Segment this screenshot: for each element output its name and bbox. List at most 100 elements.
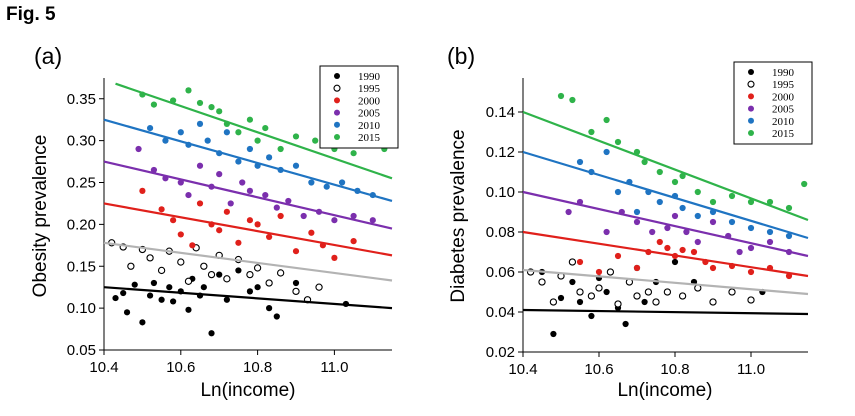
legend-marker-2005 xyxy=(334,109,340,116)
trend-line-2005 xyxy=(522,190,809,258)
x-tick-label: 10.4 xyxy=(89,359,118,376)
data-point-1990 xyxy=(170,298,177,305)
data-point-2005 xyxy=(331,217,338,224)
data-point-1995 xyxy=(315,283,323,291)
data-point-1990 xyxy=(150,279,158,287)
data-point-2005 xyxy=(603,228,610,236)
y-tick-label: 0.14 xyxy=(486,104,515,121)
data-point-1990 xyxy=(292,279,300,287)
data-point-2010 xyxy=(146,124,154,132)
data-point-1995 xyxy=(184,277,193,285)
trend-line-2005 xyxy=(103,160,393,230)
data-point-1995 xyxy=(538,278,546,286)
legend-marker-2015 xyxy=(748,130,754,136)
data-point-1995 xyxy=(606,268,615,276)
data-point-2010 xyxy=(747,224,755,232)
data-point-2015 xyxy=(185,87,192,94)
data-point-1990 xyxy=(139,319,146,326)
data-point-1995 xyxy=(587,292,596,300)
data-point-2000 xyxy=(235,239,242,246)
data-point-2010 xyxy=(223,129,230,136)
data-point-2010 xyxy=(292,162,300,169)
data-point-2015 xyxy=(262,124,269,132)
data-point-1990 xyxy=(223,296,230,303)
data-point-2000 xyxy=(331,254,338,261)
legend-label-2010: 2010 xyxy=(358,120,381,132)
figure-label: Fig. 5 xyxy=(6,4,56,25)
data-point-2010 xyxy=(196,120,204,127)
data-point-1995 xyxy=(652,298,660,306)
legend-label-2005: 2005 xyxy=(358,108,381,120)
data-point-2000 xyxy=(576,258,584,266)
data-point-1990 xyxy=(185,306,192,313)
data-point-1995 xyxy=(157,266,166,275)
data-point-2015 xyxy=(785,204,793,212)
legend-marker-2015 xyxy=(334,134,340,140)
x-tick-label: 10.6 xyxy=(584,361,613,378)
data-point-2015 xyxy=(216,108,223,115)
legend-box xyxy=(319,65,399,149)
y-tick-label: 0.20 xyxy=(67,216,96,233)
data-point-2005 xyxy=(694,238,701,246)
data-point-1995 xyxy=(595,284,603,292)
legend-marker-2010 xyxy=(748,117,754,124)
legend-label-1995: 1995 xyxy=(772,79,795,91)
panel-letter: (b) xyxy=(447,43,475,69)
legend-marker-1990 xyxy=(334,73,340,79)
data-point-2005 xyxy=(350,212,357,220)
data-point-1995 xyxy=(728,288,736,296)
x-tick-label: 10.8 xyxy=(660,361,689,378)
data-point-2015 xyxy=(277,145,284,153)
data-point-1995 xyxy=(200,262,208,270)
data-point-1995 xyxy=(709,298,717,306)
data-point-1995 xyxy=(614,300,622,308)
data-point-2015 xyxy=(656,168,663,176)
legend-marker-2010 xyxy=(334,121,340,128)
data-point-1990 xyxy=(208,330,215,337)
data-point-2010 xyxy=(679,204,686,212)
data-point-2010 xyxy=(204,137,211,144)
data-point-2005 xyxy=(239,179,246,186)
data-point-1990 xyxy=(158,296,165,303)
data-point-1990 xyxy=(622,320,629,328)
data-point-1990 xyxy=(131,281,138,288)
y-tick-label: 0.04 xyxy=(486,304,515,321)
data-point-2000 xyxy=(785,272,793,280)
data-point-1990 xyxy=(246,288,254,295)
data-point-2000 xyxy=(277,212,284,220)
y-tick-label: 0.12 xyxy=(486,144,515,161)
data-point-1995 xyxy=(207,270,216,279)
data-point-2010 xyxy=(728,218,736,226)
legend-label-2000: 2000 xyxy=(772,91,795,103)
data-point-2005 xyxy=(300,212,307,220)
legend-label-1990: 1990 xyxy=(358,71,381,83)
legend-label-2005: 2005 xyxy=(772,104,795,116)
data-point-2015 xyxy=(766,198,774,206)
data-point-2005 xyxy=(196,162,204,169)
trend-line-1995 xyxy=(103,241,393,282)
data-point-2010 xyxy=(785,232,793,240)
data-point-2010 xyxy=(323,183,330,190)
data-point-2000 xyxy=(595,268,603,276)
data-point-2015 xyxy=(208,104,215,111)
data-point-2015 xyxy=(709,198,717,206)
data-point-1990 xyxy=(166,284,173,291)
data-point-1990 xyxy=(603,288,610,296)
data-point-2015 xyxy=(350,150,357,157)
data-point-1990 xyxy=(576,298,584,306)
data-point-1995 xyxy=(663,288,672,296)
legend-marker-2000 xyxy=(334,97,340,104)
data-point-2015 xyxy=(671,178,679,186)
data-point-1990 xyxy=(557,294,565,302)
data-point-2010 xyxy=(162,137,169,144)
data-point-2000 xyxy=(614,252,622,260)
y-tick-label: 0.05 xyxy=(67,342,96,359)
data-point-2000 xyxy=(656,238,663,246)
data-point-1995 xyxy=(292,287,300,296)
data-point-2000 xyxy=(690,248,698,256)
data-point-2015 xyxy=(747,198,755,206)
x-axis-label: Ln(income) xyxy=(617,380,712,401)
data-point-2005 xyxy=(369,217,376,224)
data-point-1995 xyxy=(265,279,273,287)
